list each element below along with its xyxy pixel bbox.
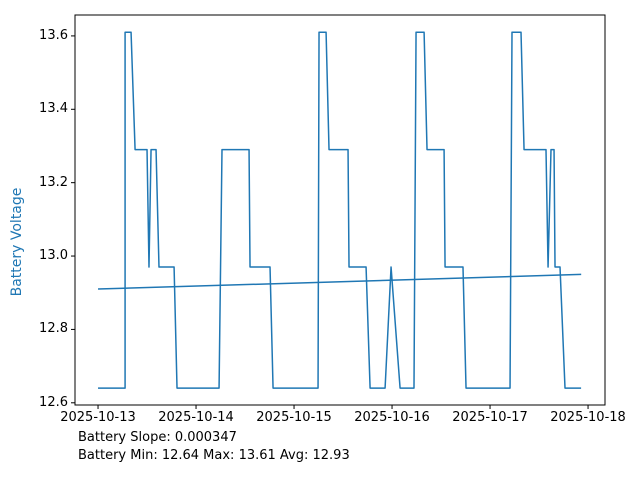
- y-tick-label: 13.4: [39, 101, 68, 117]
- footer-slope-text: Battery Slope: 0.000347: [78, 430, 237, 445]
- x-tick-label: 2025-10-17: [452, 410, 528, 425]
- x-tick-label: 2025-10-18: [550, 410, 626, 425]
- y-tick-label: 13.6: [39, 27, 68, 43]
- x-tick-label: 2025-10-15: [256, 410, 332, 425]
- y-tick-label: 13.0: [39, 248, 68, 264]
- footer-stats-text: Battery Min: 12.64 Max: 13.61 Avg: 12.93: [78, 448, 350, 463]
- plot-frame: [74, 14, 606, 406]
- y-tick-label: 13.2: [39, 174, 68, 190]
- battery-trend-line: [98, 273, 582, 290]
- x-tick-label: 2025-10-16: [354, 410, 430, 425]
- y-axis-label: Battery Voltage: [9, 187, 25, 297]
- x-tick-label: 2025-10-13: [60, 410, 136, 425]
- y-tick-label: 12.8: [39, 321, 68, 337]
- battery-voltage-line: [98, 31, 582, 389]
- y-tick-label: 12.6: [39, 394, 68, 410]
- x-tick-label: 2025-10-14: [158, 410, 234, 425]
